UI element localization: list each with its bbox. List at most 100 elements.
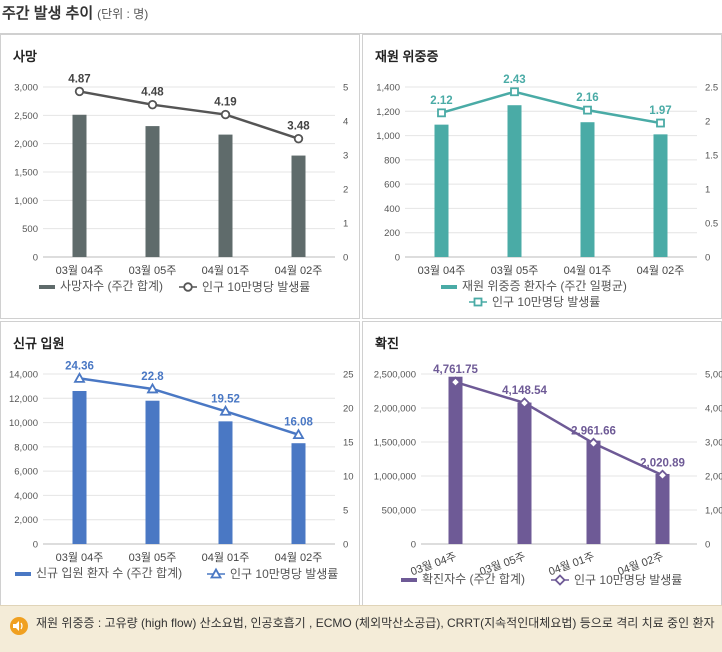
data-label: 16.08 xyxy=(284,417,313,429)
bar xyxy=(586,440,601,544)
data-label: 4,761.75 xyxy=(433,364,478,376)
x-tick-label: 04월 01주 xyxy=(202,264,250,277)
y-right-tick-label: 1 xyxy=(705,185,710,196)
bar xyxy=(653,134,668,257)
chart-svg: 확진 0 500,000 1,000,000 1,500,000 2,000,000 2,5… xyxy=(374,336,722,587)
bar xyxy=(218,134,233,257)
y-right-tick-label: 1,000 xyxy=(705,506,722,517)
bar xyxy=(507,105,522,257)
data-label: 2,961.66 xyxy=(571,425,616,437)
series-line xyxy=(441,90,661,125)
bar xyxy=(448,376,463,544)
y-right-tick-label: 2,000 xyxy=(705,472,722,483)
y-right-tick-label: 5 xyxy=(343,83,348,94)
line-marker xyxy=(587,437,600,450)
y-left-tick-label: 1,400 xyxy=(376,83,400,94)
line-marker xyxy=(147,99,158,110)
y-right-tick-label: 3,000 xyxy=(705,438,722,449)
chart-title: 신규 입원 xyxy=(13,336,64,351)
page-title: 주간 발생 추이 (단위 : 명) xyxy=(2,2,148,23)
chart-panel-confirmed: 확진 0 500,000 1,000,000 1,500,000 2,000,000 2,5… xyxy=(362,321,722,606)
data-label: 24.36 xyxy=(65,360,94,372)
bar xyxy=(218,421,233,544)
legend-label: 사망자수 (주간 합계) xyxy=(60,279,163,293)
x-tick-label: 04월 01주 xyxy=(564,264,612,277)
legend-bar-swatch xyxy=(15,572,31,576)
y-left-tick-label: 12,000 xyxy=(9,394,38,405)
y-right-tick-label: 1.5 xyxy=(705,151,718,162)
line-marker xyxy=(293,133,304,144)
y-right-tick-label: 1 xyxy=(343,219,348,230)
y-left-tick-label: 1,200 xyxy=(376,107,400,118)
line-marker xyxy=(220,109,231,120)
bar xyxy=(517,402,532,544)
bar xyxy=(145,400,160,544)
y-left-tick-label: 1,500,000 xyxy=(374,438,416,449)
y-right-tick-label: 4 xyxy=(343,117,348,128)
data-label: 19.52 xyxy=(211,393,240,405)
y-left-tick-label: 6,000 xyxy=(14,467,38,478)
line-marker xyxy=(656,118,665,128)
y-left-tick-label: 2,000,000 xyxy=(374,404,416,415)
x-tick-label: 03월 05주 xyxy=(491,264,539,277)
legend-line-marker xyxy=(554,574,566,586)
x-tick-label: 04월 02주 xyxy=(275,551,323,564)
y-left-tick-label: 14,000 xyxy=(9,370,38,381)
series-line xyxy=(79,377,299,436)
y-right-tick-label: 5 xyxy=(343,506,348,517)
legend-bar-swatch xyxy=(441,285,457,289)
data-label: 2,020.89 xyxy=(640,457,685,469)
y-left-tick-label: 0 xyxy=(33,253,38,264)
y-right-tick-label: 5,000 xyxy=(705,370,722,381)
x-tick-label: 03월 05주 xyxy=(129,264,177,277)
line-marker xyxy=(292,428,305,440)
chart-svg: 신규 입원 0 2,000 4,000 6,000 8,000 10,000 12,000 14… xyxy=(9,336,354,581)
chart-panel-deaths: 사망 0 500 1,000 1,500 2,000 2,500 3,000 0 1 2 3 4 5 03월… xyxy=(0,34,360,319)
x-tick-label: 03월 04주 xyxy=(56,551,104,564)
y-right-tick-label: 2.5 xyxy=(705,83,718,94)
bar xyxy=(655,473,670,544)
line-marker xyxy=(437,108,446,118)
legend-line-marker xyxy=(183,282,193,292)
line-marker xyxy=(146,382,159,394)
footer-note: 재원 위중증 : 고유량 (high flow) 산소요법, 인공호흡기 , E… xyxy=(0,605,722,652)
y-left-tick-label: 1,500 xyxy=(14,168,38,179)
bar xyxy=(291,443,306,544)
y-left-tick-label: 2,500 xyxy=(14,111,38,122)
legend-label: 인구 10만명당 발생률 xyxy=(492,295,600,309)
chart-panel-admissions: 신규 입원 0 2,000 4,000 6,000 8,000 10,000 12,000 14… xyxy=(0,321,360,606)
data-label: 2.16 xyxy=(576,92,598,104)
y-left-tick-label: 0 xyxy=(411,540,416,551)
bar xyxy=(291,155,306,257)
y-right-tick-label: 25 xyxy=(343,370,354,381)
y-left-tick-label: 800 xyxy=(384,155,400,166)
y-left-tick-label: 2,000 xyxy=(14,139,38,150)
legend-label: 인구 10만명당 발생률 xyxy=(230,567,338,581)
y-left-tick-label: 2,000 xyxy=(14,515,38,526)
y-left-tick-label: 8,000 xyxy=(14,442,38,453)
bar xyxy=(145,126,160,257)
line-marker xyxy=(510,87,519,97)
page-title-text: 주간 발생 추이 xyxy=(2,5,94,22)
y-left-tick-label: 1,000 xyxy=(376,131,400,142)
y-right-tick-label: 2 xyxy=(343,185,348,196)
line-marker xyxy=(656,469,669,482)
y-left-tick-label: 0 xyxy=(33,540,38,551)
chart-title: 재원 위중증 xyxy=(375,49,438,64)
chart-title: 확진 xyxy=(375,336,399,351)
speaker-icon xyxy=(10,617,28,635)
data-label: 3.48 xyxy=(287,121,310,133)
y-right-tick-label: 20 xyxy=(343,404,354,415)
page-header: 주간 발생 추이 (단위 : 명) xyxy=(0,0,722,30)
bar xyxy=(580,122,595,257)
chart-panel-critical: 재원 위중증 0 200 400 600 800 1,000 1,200 1,400 0 0.5 1 1… xyxy=(362,34,722,319)
legend-bar-swatch xyxy=(39,285,55,289)
chart-title: 사망 xyxy=(13,49,37,64)
y-left-tick-label: 500 xyxy=(22,224,38,235)
footer-text: 재원 위중증 : 고유량 (high flow) 산소요법, 인공호흡기 , E… xyxy=(36,616,715,630)
series-line xyxy=(455,380,664,477)
x-tick-label: 03월 05주 xyxy=(129,551,177,564)
y-left-tick-label: 2,500,000 xyxy=(374,370,416,381)
legend-label: 인구 10만명당 발생률 xyxy=(574,573,682,587)
legend-bar-swatch xyxy=(401,578,417,582)
